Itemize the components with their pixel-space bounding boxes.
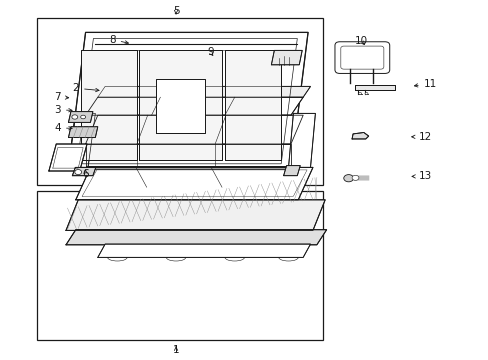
Polygon shape <box>98 244 310 257</box>
Circle shape <box>358 93 361 95</box>
Polygon shape <box>156 79 205 133</box>
Text: 7: 7 <box>54 92 68 102</box>
Polygon shape <box>66 230 326 245</box>
Text: 2: 2 <box>72 83 99 93</box>
Text: 11: 11 <box>413 78 436 89</box>
Polygon shape <box>66 200 325 230</box>
Polygon shape <box>68 127 98 138</box>
Polygon shape <box>49 144 87 171</box>
FancyBboxPatch shape <box>334 42 389 73</box>
Text: 3: 3 <box>54 105 72 115</box>
Polygon shape <box>68 32 307 169</box>
Circle shape <box>343 175 353 182</box>
FancyBboxPatch shape <box>340 46 383 69</box>
Text: 9: 9 <box>206 47 213 57</box>
Circle shape <box>351 175 358 180</box>
Polygon shape <box>85 115 303 144</box>
Polygon shape <box>224 50 281 160</box>
Polygon shape <box>68 112 93 122</box>
Text: 4: 4 <box>54 123 72 133</box>
Bar <box>37 191 322 340</box>
Polygon shape <box>76 167 312 200</box>
Circle shape <box>81 115 85 119</box>
Text: 13: 13 <box>411 171 431 181</box>
Polygon shape <box>81 50 137 160</box>
Text: 1: 1 <box>172 345 179 355</box>
Polygon shape <box>283 166 300 176</box>
Polygon shape <box>354 85 394 90</box>
Polygon shape <box>351 132 368 139</box>
Circle shape <box>75 170 81 175</box>
Text: 12: 12 <box>411 132 431 142</box>
Text: 8: 8 <box>109 35 128 45</box>
Polygon shape <box>85 144 290 166</box>
Polygon shape <box>72 167 96 176</box>
Polygon shape <box>271 50 302 65</box>
Polygon shape <box>98 86 310 97</box>
Circle shape <box>72 115 78 119</box>
Polygon shape <box>68 113 95 167</box>
Text: 10: 10 <box>355 36 367 46</box>
Polygon shape <box>288 113 315 167</box>
Bar <box>37 18 322 185</box>
Circle shape <box>364 93 367 95</box>
Polygon shape <box>85 97 303 115</box>
Polygon shape <box>139 50 222 160</box>
Text: 6: 6 <box>82 168 89 179</box>
Text: 5: 5 <box>172 6 179 16</box>
